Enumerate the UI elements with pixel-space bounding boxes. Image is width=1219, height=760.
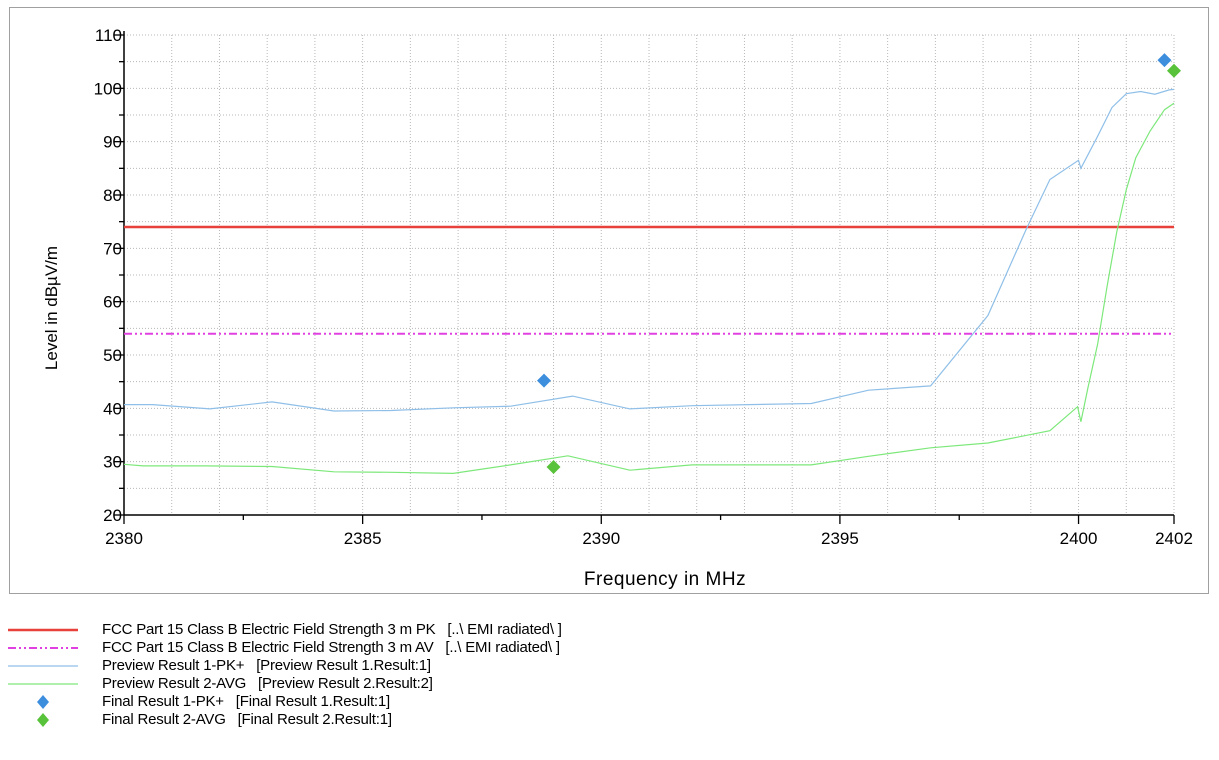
legend-swatch-preview-avg [8,683,78,685]
x-tick-label: 2380 [105,529,143,548]
legend-label: FCC Part 15 Class B Electric Field Stren… [102,621,562,638]
x-tick-label: 2390 [582,529,620,548]
y-tick-label: 80 [103,186,122,205]
legend-label: FCC Part 15 Class B Electric Field Stren… [102,639,560,656]
legend-label: Preview Result 1-PK+ [Preview Result 1.R… [102,657,431,674]
legend-item-final-pk: Final Result 1-PK+ [Final Result 1.Resul… [0,693,1219,711]
y-tick-label: 40 [103,399,122,418]
x-tick-label: 2402 [1155,529,1193,548]
legend-swatch-final-avg [37,713,49,727]
legend-item-pk-limit: FCC Part 15 Class B Electric Field Stren… [0,621,1219,639]
axes [114,31,1175,524]
final-avg-marker [1167,63,1181,78]
y-tick-label: 60 [103,293,122,312]
series-preview-avg-line [123,102,1175,475]
legend-label: Final Result 1-PK+ [Final Result 1.Resul… [102,693,391,710]
legend-label: Final Result 2-AVG [Final Result 2.Resul… [102,711,392,728]
y-tick-label: 70 [103,239,122,258]
y-tick-label: 50 [103,346,122,365]
legend-swatch-final-pk [37,695,49,709]
y-tick-label: 90 [103,133,122,152]
series-preview-pk-line [124,88,1175,412]
x-tick-label: 2400 [1060,529,1098,548]
y-axis-title: Level in dBµV/m [42,246,61,370]
final-avg-marker [546,460,561,474]
grid [124,34,1175,515]
legend: FCC Part 15 Class B Electric Field Stren… [0,621,1219,760]
chart-frame: 20 30 40 50 60 70 80 90 100 110 2380 2385 2390 2395 24… [9,7,1209,594]
legend-swatch-pk-limit [8,628,78,632]
legend-item-av-limit: FCC Part 15 Class B Electric Field Stren… [0,639,1219,657]
legend-label: Preview Result 2-AVG [Preview Result 2.R… [102,675,433,692]
legend-item-final-avg: Final Result 2-AVG [Final Result 2.Resul… [0,711,1219,729]
legend-item-preview-pk: Preview Result 1-PK+ [Preview Result 1.R… [0,657,1219,675]
final-pk-marker [537,373,551,388]
y-tick-label: 110 [95,26,122,45]
y-tick-label: 20 [103,506,122,525]
plot-area: 20 30 40 50 60 70 80 90 100 110 2380 2385 2390 2395 24… [42,26,1193,590]
x-tick-label: 2395 [821,529,859,548]
x-axis-title: Frequency in MHz [584,569,746,590]
legend-swatch-av-limit [8,647,78,649]
final-pk-marker [1157,53,1172,68]
series-layer [123,53,1181,475]
y-tick-label: 30 [103,453,122,472]
x-tick-label: 2385 [344,529,382,548]
y-tick-label: 100 [94,79,122,98]
legend-swatch-preview-pk [8,665,78,667]
legend-item-preview-avg: Preview Result 2-AVG [Preview Result 2.R… [0,675,1219,693]
tick-labels: 20 30 40 50 60 70 80 90 100 110 2380 2385 2390 2395 24… [94,26,1193,548]
